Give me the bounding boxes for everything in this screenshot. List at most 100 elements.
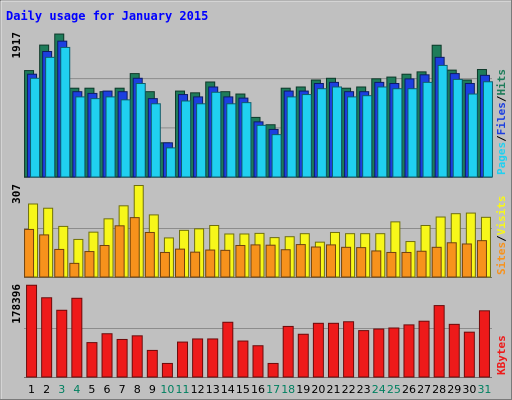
x-tick-label: 15 (236, 383, 250, 396)
bar-pages (422, 81, 433, 178)
bar-pages (392, 88, 403, 178)
bar-kbytes (433, 305, 445, 378)
bar-kbytes (312, 322, 324, 378)
bar-sites (84, 251, 95, 278)
bar-kbytes (101, 333, 113, 378)
bar-kbytes (373, 328, 385, 378)
bar-sites (416, 250, 427, 278)
bar-kbytes (161, 362, 173, 378)
x-tick-label: 7 (119, 383, 126, 396)
bar-pages (60, 46, 71, 178)
x-tick-label: 19 (296, 383, 310, 396)
label-separator: / (495, 135, 508, 142)
bar-pages (256, 124, 267, 178)
bar-pages (362, 95, 373, 178)
bar-kbytes (222, 321, 234, 378)
bar-pages (437, 64, 448, 178)
bar-pages (120, 99, 131, 178)
x-tick-label: 10 (160, 383, 174, 396)
bar-kbytes (56, 309, 68, 378)
bar-kbytes (207, 338, 219, 378)
bar-pages (241, 102, 252, 178)
chart-title: Daily usage for January 2015 (6, 9, 208, 23)
bar-sites (431, 246, 442, 278)
bar-sites (69, 262, 80, 278)
bar-kbytes (252, 345, 264, 378)
x-tick-label: 8 (134, 383, 141, 396)
bar-pages (286, 96, 297, 178)
bar-sites (99, 244, 110, 278)
bar-kbytes (116, 338, 128, 378)
bar-sites (295, 244, 306, 278)
bar-kbytes (418, 320, 430, 378)
bar-pages (482, 81, 493, 178)
legend-entry: Files (495, 102, 508, 135)
y-max-label: 1917 (10, 32, 23, 59)
legend-entry: Pages (495, 142, 508, 175)
bars-layer (24, 33, 493, 378)
bar-kbytes (267, 362, 279, 378)
bar-pages (226, 103, 237, 178)
bar-sites (205, 249, 216, 278)
bar-kbytes (26, 284, 38, 378)
bar-kbytes (71, 297, 83, 378)
x-tick-label: 4 (73, 383, 80, 396)
bar-pages (271, 134, 282, 178)
bar-sites (129, 217, 140, 278)
bar-kbytes (388, 327, 400, 378)
x-tick-label: 9 (149, 383, 156, 396)
x-tick-label: 27 (417, 383, 431, 396)
bar-pages (181, 100, 192, 178)
bar-pages (407, 88, 418, 178)
bar-sites (175, 248, 186, 278)
bar-sites (220, 249, 231, 278)
x-tick-label: 20 (311, 383, 325, 396)
bar-kbytes (478, 310, 490, 378)
bar-kbytes (41, 297, 53, 378)
x-tick-label: 28 (432, 383, 446, 396)
bar-pages (135, 83, 146, 178)
bar-sites (280, 249, 291, 278)
bar-sites (446, 242, 457, 278)
bar-sites (190, 251, 201, 278)
bar-pages (196, 103, 207, 178)
bar-pages (90, 98, 101, 178)
x-tick-label: 30 (462, 383, 476, 396)
bar-pages (105, 96, 116, 178)
labels-layer: 1917Pages/Files/Hits307Sites/Visits17839… (10, 32, 508, 396)
bar-sites (476, 240, 487, 278)
bar-pages (377, 86, 388, 178)
label-separator: / (495, 235, 508, 242)
x-tick-label: 16 (251, 383, 265, 396)
bar-sites (461, 243, 472, 278)
bar-pages (331, 86, 342, 178)
x-tick-label: 17 (266, 383, 280, 396)
x-tick-label: 31 (477, 383, 491, 396)
legend-entry: Hits (495, 69, 508, 96)
bar-kbytes (146, 349, 158, 378)
bar-kbytes (358, 330, 370, 378)
x-tick-label: 6 (104, 383, 111, 396)
bar-kbytes (131, 335, 143, 378)
bar-pages (45, 56, 56, 178)
bar-kbytes (86, 342, 98, 378)
bar-kbytes (192, 338, 204, 378)
bar-sites (325, 244, 336, 278)
bar-sites (401, 251, 412, 278)
bar-pages (347, 96, 358, 178)
bar-sites (159, 251, 170, 278)
x-tick-label: 13 (206, 383, 220, 396)
bar-sites (265, 244, 276, 278)
x-tick-label: 23 (357, 383, 371, 396)
series-label: KBytes (495, 335, 508, 375)
bar-pages (467, 93, 478, 178)
bar-kbytes (327, 322, 339, 378)
x-tick-label: 26 (402, 383, 416, 396)
bar-sites (250, 244, 261, 278)
series-label: Pages/Files/Hits (495, 69, 508, 175)
legend-entry: KBytes (495, 335, 508, 375)
x-tick-label: 11 (176, 383, 190, 396)
legend-entry: Sites (495, 242, 508, 275)
bar-sites (386, 251, 397, 278)
